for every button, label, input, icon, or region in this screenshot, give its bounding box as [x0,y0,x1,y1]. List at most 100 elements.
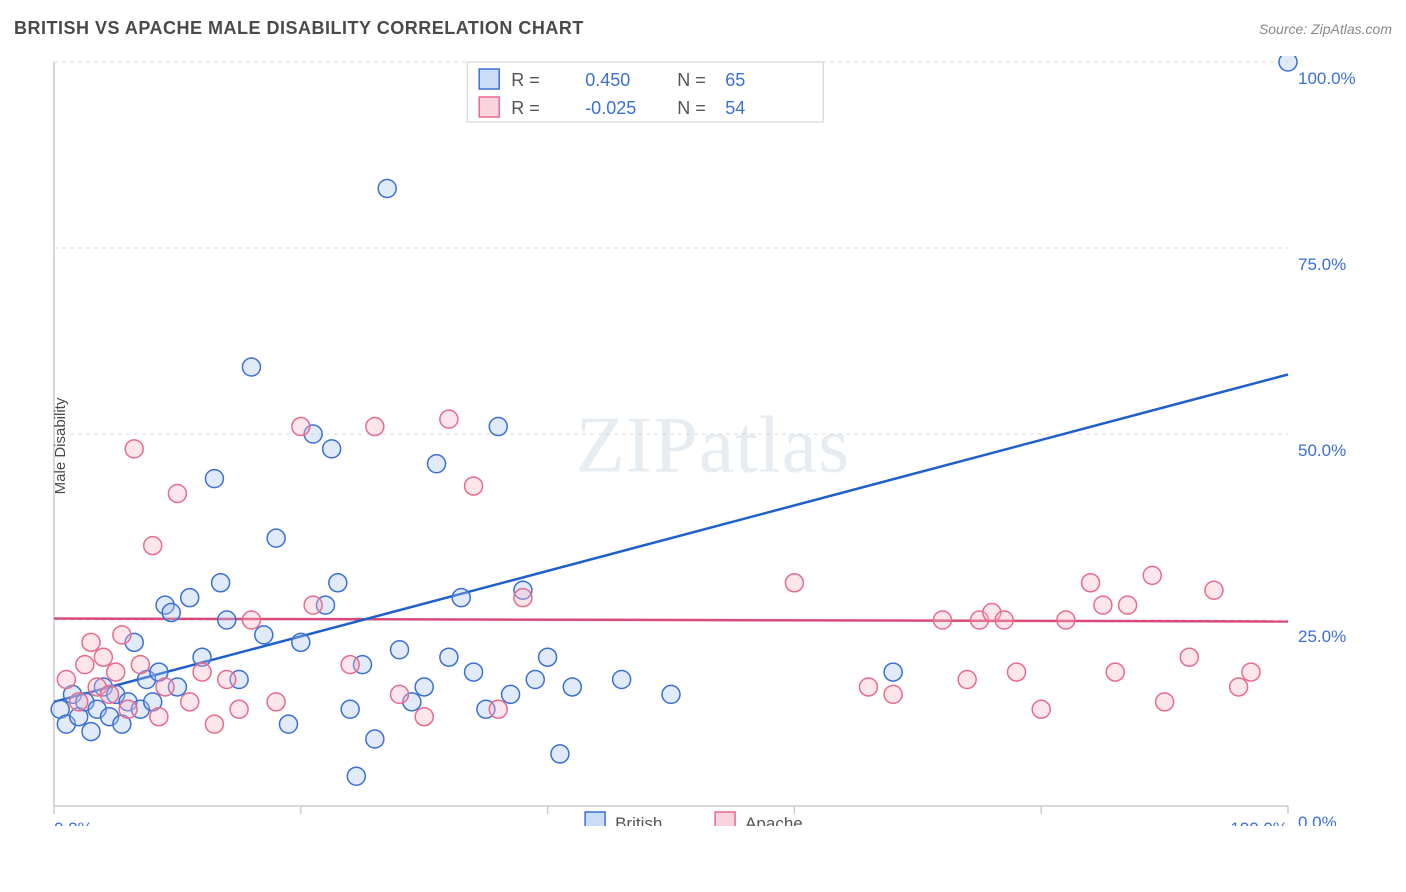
legend-n-label: N = [677,70,706,90]
point-british [292,633,310,651]
point-british [613,671,631,689]
point-british [428,455,446,473]
y-tick-label: 50.0% [1298,441,1346,460]
point-apache [859,678,877,696]
point-apache [230,700,248,718]
bottom-legend-swatch-british [585,812,605,826]
point-apache [785,574,803,592]
point-apache [267,693,285,711]
point-apache [181,693,199,711]
point-apache [366,418,384,436]
x-tick-label: 0.0% [54,819,93,826]
point-apache [440,410,458,428]
source-attribution: Source: ZipAtlas.com [1259,21,1392,37]
point-apache [131,656,149,674]
point-british [82,723,100,741]
legend-r-value: 0.450 [585,70,630,90]
point-apache [1082,574,1100,592]
legend-n-value: 54 [725,98,745,118]
point-apache [119,700,137,718]
legend-r-value: -0.025 [585,98,636,118]
point-british [551,745,569,763]
point-british [205,470,223,488]
point-apache [1057,611,1075,629]
point-apache [1119,596,1137,614]
point-apache [144,537,162,555]
point-apache [205,715,223,733]
point-british [391,641,409,659]
legend-r-label: R = [511,98,540,118]
point-apache [1230,678,1248,696]
point-apache [1094,596,1112,614]
legend-n-label: N = [677,98,706,118]
point-apache [465,477,483,495]
point-british [323,440,341,458]
point-british [415,678,433,696]
point-apache [1205,581,1223,599]
point-british [526,671,544,689]
point-apache [242,611,260,629]
chart-header: BRITISH VS APACHE MALE DISABILITY CORREL… [14,18,1392,39]
legend-swatch-apache [479,97,499,117]
point-apache [193,663,211,681]
bottom-legend-label-apache: Apache [745,814,803,826]
point-british [366,730,384,748]
point-apache [995,611,1013,629]
y-tick-label: 0.0% [1298,813,1337,826]
point-british [452,589,470,607]
point-british [162,604,180,622]
point-british [347,767,365,785]
point-apache [57,671,75,689]
bottom-legend-swatch-apache [715,812,735,826]
y-tick-label: 75.0% [1298,255,1346,274]
point-british [341,700,359,718]
point-apache [304,596,322,614]
point-british [267,529,285,547]
legend-swatch-british [479,69,499,89]
point-british [181,589,199,607]
point-apache [1180,648,1198,666]
point-apache [70,693,88,711]
point-apache [958,671,976,689]
point-british [502,685,520,703]
point-apache [292,418,310,436]
point-british [662,685,680,703]
point-british [1279,56,1297,71]
point-apache [341,656,359,674]
point-apache [94,648,112,666]
point-apache [218,671,236,689]
point-british [378,179,396,197]
point-apache [1143,566,1161,584]
point-apache [76,656,94,674]
point-apache [101,685,119,703]
point-british [329,574,347,592]
point-apache [391,685,409,703]
point-apache [1032,700,1050,718]
legend-r-label: R = [511,70,540,90]
chart-title: BRITISH VS APACHE MALE DISABILITY CORREL… [14,18,584,39]
point-apache [1008,663,1026,681]
point-apache [1242,663,1260,681]
point-apache [1106,663,1124,681]
point-apache [168,485,186,503]
x-tick-label: 100.0% [1230,819,1288,826]
point-apache [933,611,951,629]
point-british [212,574,230,592]
trend-line-apache [54,619,1288,622]
point-apache [150,708,168,726]
point-apache [415,708,433,726]
chart-area: Male Disability ZIPatlas 0.0%25.0%50.0%7… [48,56,1378,836]
trend-line-british [54,374,1288,701]
scatter-plot: 0.0% 25.0% 50.0% 75.0% 100.0% 0.0% 100.0% R = 0.… [48,56,1358,826]
point-british [255,626,273,644]
y-tick-label: 100.0% [1298,69,1356,88]
y-tick-label: 25.0% [1298,627,1346,646]
bottom-legend-label-british: British [615,814,662,826]
y-axis-label: Male Disability [52,398,69,495]
point-british [884,663,902,681]
point-apache [1156,693,1174,711]
legend-n-value: 65 [725,70,745,90]
point-british [218,611,236,629]
point-british [489,418,507,436]
point-british [242,358,260,376]
